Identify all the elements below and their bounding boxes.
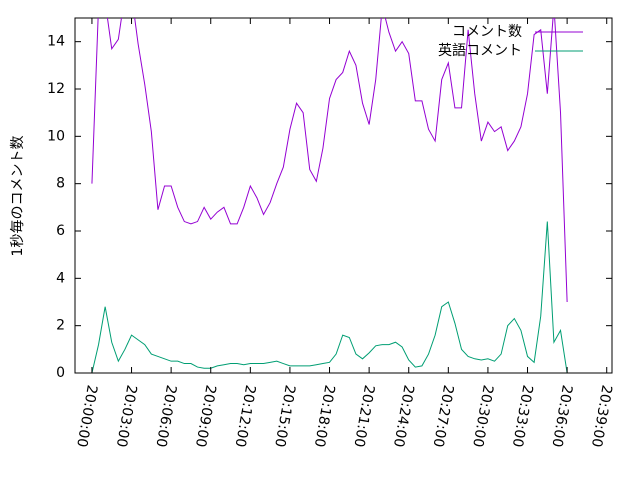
y-tick-label: 14 bbox=[47, 34, 65, 50]
x-tick-label: 20:00:00 bbox=[73, 384, 100, 449]
series-line bbox=[91, 221, 568, 373]
series-line bbox=[91, 18, 568, 303]
x-tick-label: 20:21:00 bbox=[350, 384, 377, 449]
x-tick-label: 20:09:00 bbox=[192, 384, 219, 449]
y-tick-label: 0 bbox=[56, 365, 65, 381]
x-tick-label: 20:27:00 bbox=[430, 384, 457, 449]
y-tick-label: 4 bbox=[56, 270, 65, 286]
x-tick-label: 20:24:00 bbox=[390, 384, 417, 449]
x-tick-label: 20:36:00 bbox=[548, 384, 575, 449]
plot-border bbox=[74, 17, 613, 374]
x-tick-label: 20:12:00 bbox=[232, 384, 259, 449]
y-tick-label: 6 bbox=[56, 223, 65, 239]
x-tick-label: 20:06:00 bbox=[152, 384, 179, 449]
x-tick-label: 20:03:00 bbox=[113, 384, 140, 449]
y-tick-label: 2 bbox=[56, 318, 65, 334]
y-tick-label: 12 bbox=[47, 81, 65, 97]
x-tick-label: 20:18:00 bbox=[311, 384, 338, 449]
x-tick-label: 20:39:00 bbox=[588, 384, 615, 449]
y-axis-label: 1秒毎のコメント数 bbox=[10, 136, 26, 257]
x-tick-label: 20:33:00 bbox=[509, 384, 536, 449]
x-tick-label: 20:15:00 bbox=[271, 384, 298, 449]
y-tick-label: 10 bbox=[47, 128, 65, 144]
legend-label: コメント数 bbox=[452, 24, 522, 40]
y-tick-label: 8 bbox=[56, 176, 65, 192]
plot-area bbox=[91, 18, 568, 373]
x-tick-label: 20:30:00 bbox=[469, 384, 496, 449]
legend-label: 英語コメント bbox=[438, 42, 522, 59]
